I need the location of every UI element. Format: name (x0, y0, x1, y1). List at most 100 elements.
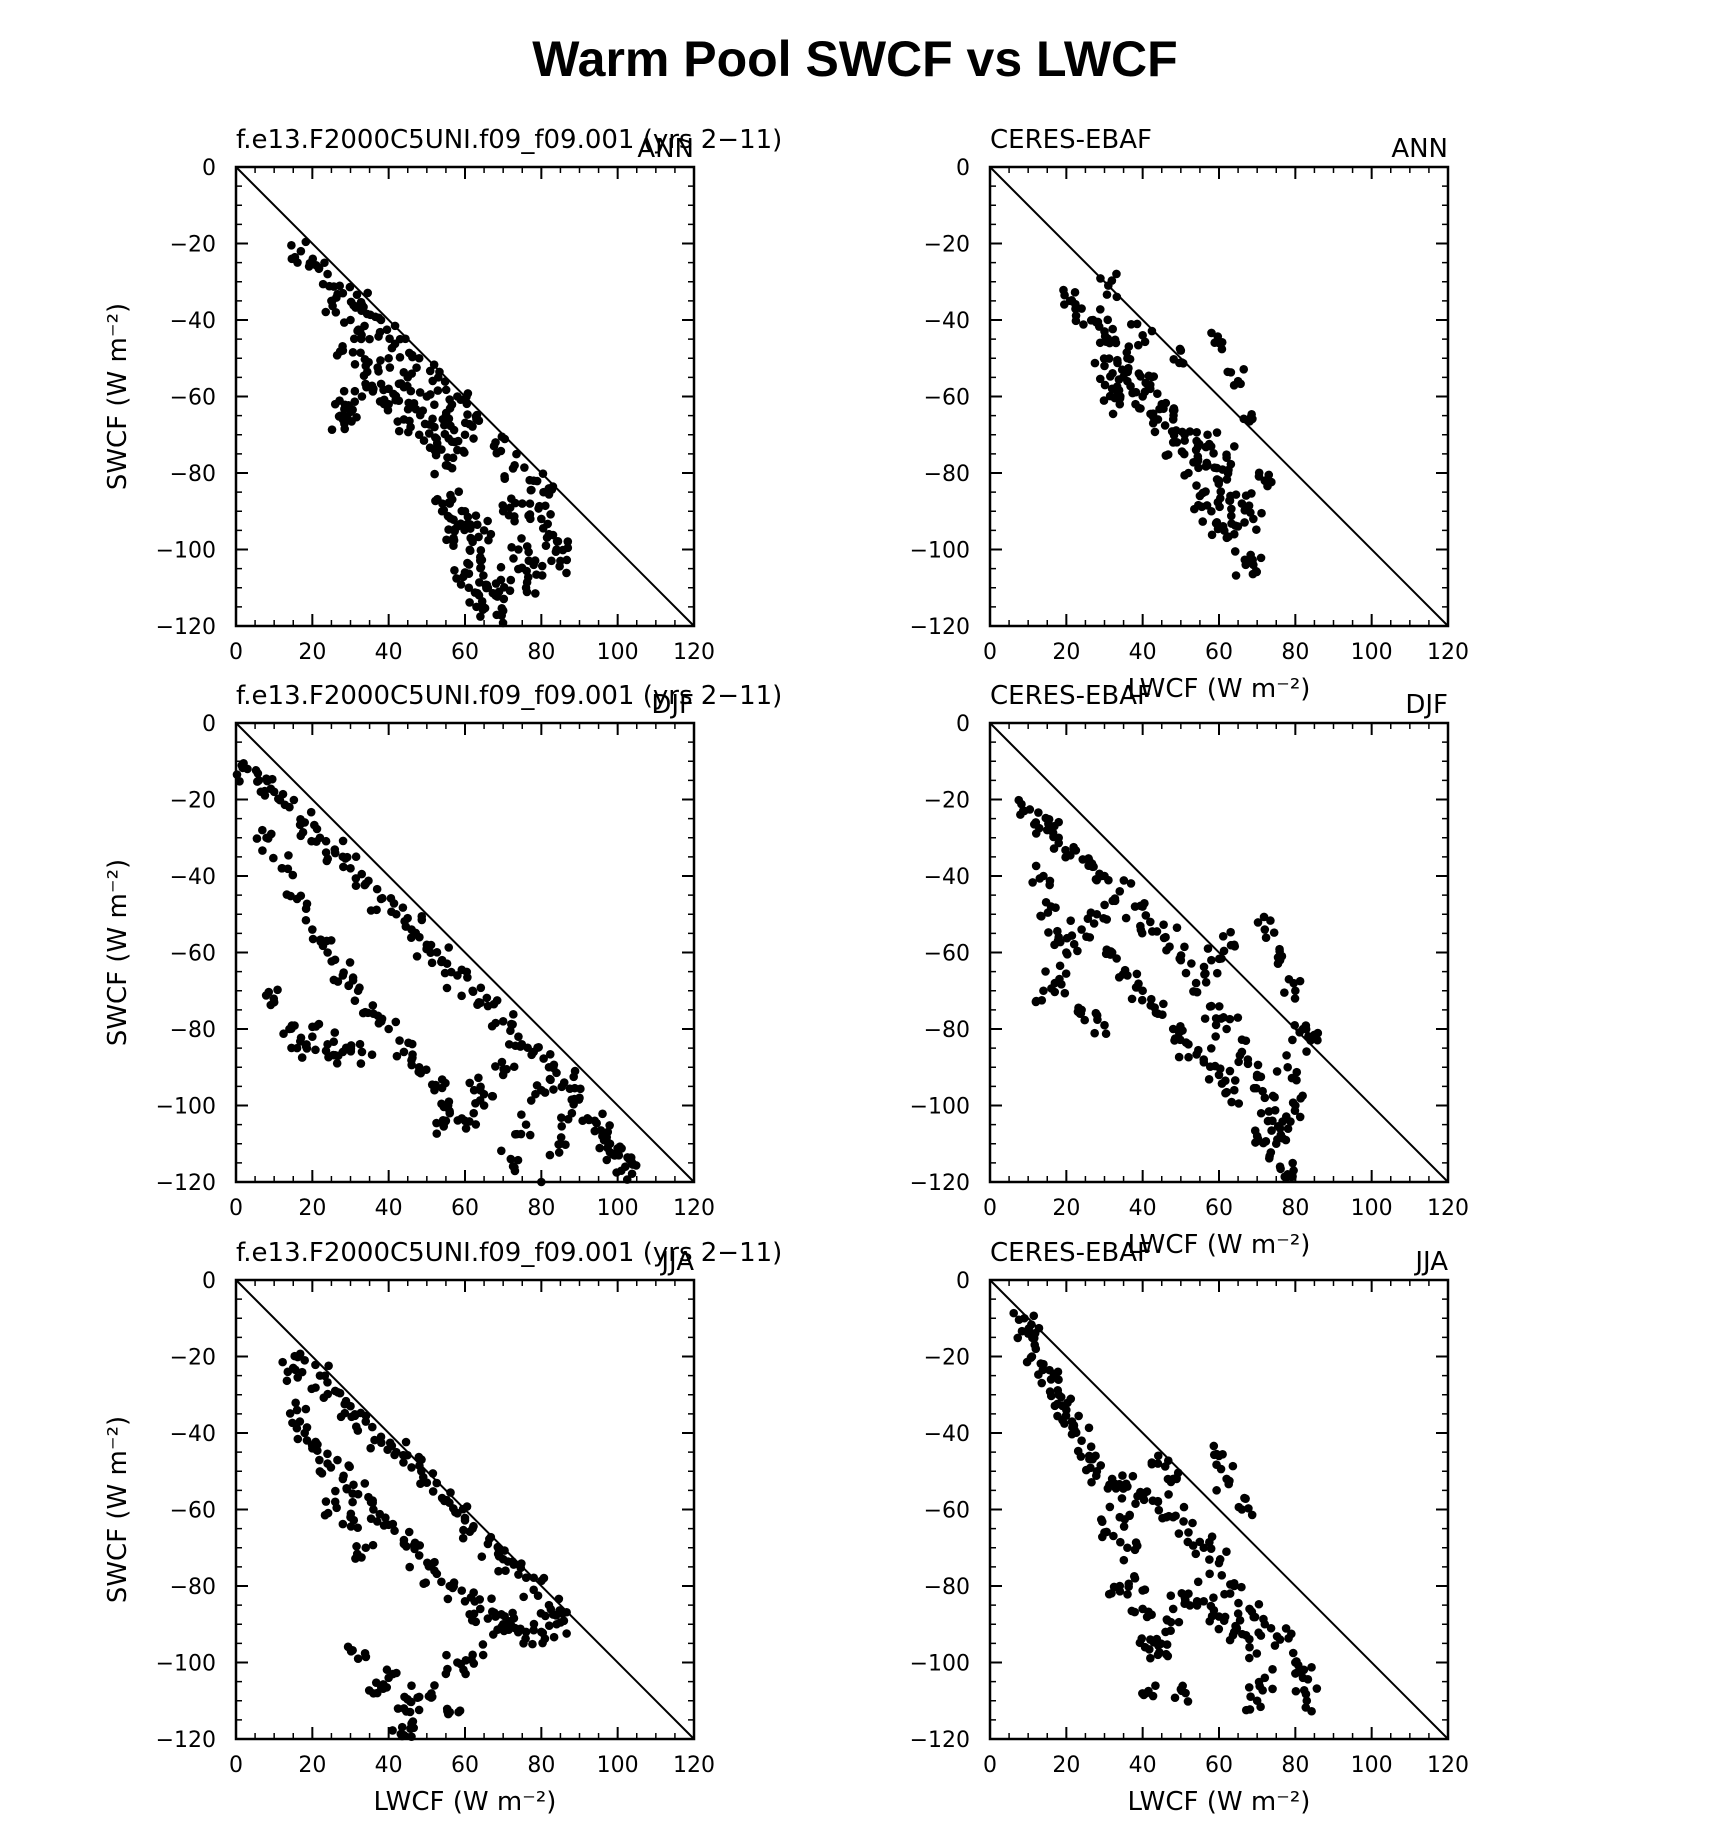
scatter-point (462, 399, 472, 409)
scatter-point (1146, 1653, 1155, 1663)
scatter-point (1254, 1628, 1263, 1638)
scatter-point (1230, 1076, 1240, 1085)
scatter-point (361, 379, 370, 389)
scatter-point (1246, 508, 1255, 517)
scatter-point (1290, 1106, 1300, 1115)
scatter-point (1148, 418, 1158, 428)
scatter-point (627, 1158, 637, 1168)
scatter-point (1129, 1571, 1139, 1581)
scatter-point (389, 389, 398, 399)
scatter-point (323, 948, 332, 957)
scatter-point (399, 1539, 409, 1549)
scatter-point (1160, 1462, 1170, 1471)
scatter-point (598, 1109, 607, 1119)
scatter-point (1280, 988, 1289, 997)
scatter-point (545, 1050, 555, 1059)
scatter-point (1241, 1494, 1250, 1503)
scatter-point (1174, 1052, 1184, 1062)
scatter-point (253, 777, 262, 786)
panel-2: 0 20 40 60 80 100 120 0 −20 −40 −60 −80 −100 −120 CERE… (910, 125, 1469, 704)
scatter-point (331, 1486, 340, 1496)
scatter-point (1060, 988, 1070, 998)
scatter-point (1231, 490, 1241, 499)
scatter-point (1264, 1107, 1274, 1116)
scatter-point (562, 1629, 571, 1638)
scatter-point (1192, 1601, 1202, 1610)
scatter-point (554, 1594, 564, 1604)
scatter-point (349, 334, 359, 344)
scatter-point (1180, 436, 1189, 445)
scatter-point (418, 1472, 428, 1482)
x-tick-label: 120 (1427, 1753, 1469, 1778)
panel-5: 0 20 40 60 80 100 120 0 −20 −40 −60 −80 −100 −120 f.e1… (103, 1238, 782, 1817)
scatter-point (1256, 1072, 1266, 1082)
scatter-point (1150, 427, 1160, 437)
scatter-point (1192, 427, 1202, 437)
scatter-point (514, 545, 523, 554)
scatter-point (1031, 861, 1041, 871)
scatter-point (523, 1043, 532, 1053)
scatter-point (333, 977, 343, 986)
scatter-point (517, 499, 527, 508)
scatter-point (407, 1463, 416, 1472)
scatter-point (1041, 897, 1051, 907)
scatter-point (430, 469, 439, 479)
scatter-point (1209, 1441, 1219, 1451)
scatter-point (1205, 1616, 1214, 1626)
scatter-point (1102, 1527, 1111, 1537)
scatter-point (390, 1526, 399, 1536)
scatter-point (364, 876, 373, 886)
scatter-point (1205, 1569, 1214, 1579)
scatter-point (377, 1017, 386, 1026)
y-tick-label: 0 (956, 1269, 970, 1294)
scatter-point (1283, 1124, 1293, 1134)
scatter-point (395, 353, 405, 362)
panel-3: 0 20 40 60 80 100 120 0 −20 −40 −60 −80 −100 −120 f.e1… (103, 681, 782, 1221)
scatter-point (1036, 1359, 1046, 1368)
scatter-point (326, 936, 336, 945)
scatter-point (1077, 304, 1086, 313)
scatter-point (284, 851, 293, 860)
scatter-point (1259, 912, 1269, 922)
scatter-point (1096, 274, 1105, 283)
scatter-point (534, 1042, 543, 1052)
scatter-point (530, 556, 540, 565)
scatter-point (340, 419, 349, 428)
scatter-point (1248, 414, 1257, 424)
scatter-point (1154, 1505, 1164, 1515)
scatter-point (1233, 1609, 1243, 1618)
scatter-point (558, 545, 568, 555)
scatter-point (1055, 961, 1065, 971)
scatter-point (1095, 305, 1105, 314)
scatter-point (405, 1707, 415, 1717)
scatter-point (1261, 933, 1271, 943)
scatter-point (323, 1508, 333, 1518)
scatter-point (1192, 481, 1201, 490)
scatter-point (449, 1582, 459, 1591)
scatter-point (311, 1022, 321, 1031)
scatter-point (264, 987, 274, 997)
scatter-point (1120, 965, 1130, 975)
scatter-point (1102, 290, 1112, 299)
scatter-point (1222, 533, 1232, 543)
scatter-point (348, 1489, 357, 1498)
scatter-point (1226, 1580, 1235, 1589)
scatter-point (469, 1609, 479, 1619)
x-tick-label: 0 (983, 640, 997, 665)
scatter-point (452, 574, 461, 583)
y-tick-label: −80 (924, 462, 970, 487)
scatter-point (432, 948, 442, 957)
scatter-point (323, 269, 332, 279)
scatter-point (353, 1523, 363, 1533)
scatter-point (483, 516, 492, 526)
scatter-point (1113, 358, 1122, 368)
scatter-point (1243, 1059, 1253, 1069)
scatter-point (1256, 1702, 1265, 1712)
scatter-point (545, 1150, 555, 1160)
scatter-point (1085, 933, 1095, 942)
scatter-point (557, 1122, 567, 1131)
x-tick-label: 100 (597, 1753, 639, 1778)
y-tick-label: −80 (170, 1575, 216, 1600)
scatter-point (463, 410, 472, 419)
scatter-point (1048, 828, 1058, 838)
